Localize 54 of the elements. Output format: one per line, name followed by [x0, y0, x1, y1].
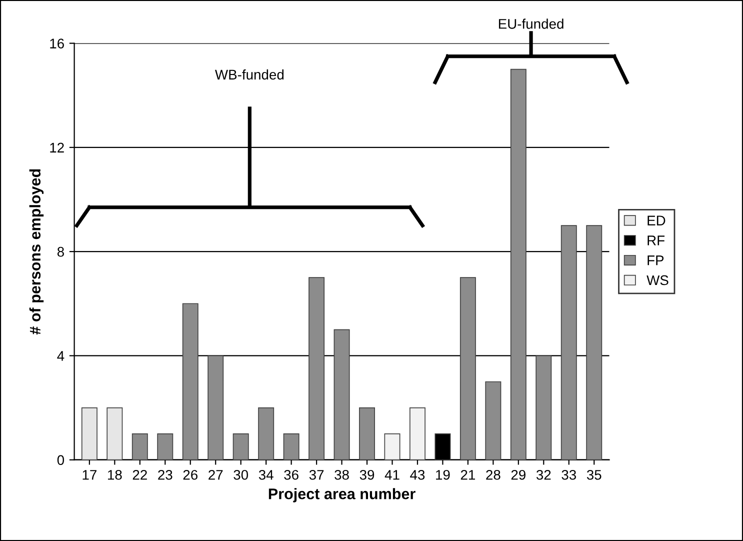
x-tick-label: 17: [82, 470, 96, 480]
bar: [157, 433, 174, 460]
bar: [409, 407, 426, 460]
x-tick-label: 28: [486, 470, 500, 480]
x-tick-label: 18: [108, 470, 122, 480]
bar: [132, 433, 148, 460]
bar: [460, 277, 476, 460]
legend-label: FP: [648, 256, 664, 266]
x-tick-label: 34: [258, 470, 274, 480]
bar: [258, 407, 274, 460]
x-tick-label: 21: [460, 470, 475, 480]
x-axis-title: Project area number: [268, 488, 416, 502]
bar: [334, 329, 350, 460]
y-tick-label: 12: [50, 142, 64, 152]
x-tick-label: 22: [132, 470, 147, 480]
bar: [208, 355, 224, 460]
x-tick-label: 33: [562, 470, 576, 480]
x-tick-label: 38: [334, 470, 349, 480]
legend-label: ED: [648, 216, 666, 226]
bar: [359, 407, 376, 460]
legend-label: WS: [646, 275, 668, 286]
bar: [510, 68, 526, 460]
legend-label: RF: [648, 236, 665, 246]
y-axis-title: # of persons employed: [29, 169, 44, 334]
y-tick-label: 16: [50, 38, 64, 48]
bar: [308, 277, 325, 460]
bar: [586, 225, 602, 460]
bar: [384, 433, 400, 460]
x-tick-label: 26: [183, 470, 198, 480]
x-tick-label: 39: [360, 470, 374, 480]
annotation: WB-funded: [215, 69, 284, 80]
x-tick-label: 29: [511, 470, 526, 480]
bar: [182, 303, 198, 460]
x-tick-label: 30: [234, 470, 248, 480]
x-tick-label: 19: [436, 470, 450, 480]
x-tick-label: 37: [309, 470, 324, 480]
x-tick-label: 35: [586, 470, 602, 480]
bar: [283, 433, 300, 460]
y-tick-label: 0: [57, 455, 64, 466]
text: EU-funded: [498, 18, 564, 29]
bar: [81, 407, 98, 460]
bar: [560, 225, 577, 460]
bar: [485, 381, 502, 460]
x-tick-label: 43: [410, 470, 425, 480]
bar: [232, 433, 249, 460]
x-tick-label: 23: [158, 470, 172, 480]
x-tick-label: 27: [208, 470, 223, 480]
bar: [106, 407, 123, 460]
y-tick-label: 8: [57, 246, 64, 257]
x-tick-label: 32: [536, 470, 551, 480]
x-tick-label: 36: [284, 470, 298, 480]
x-tick-label: 41: [384, 470, 400, 480]
y-tick-label: 4: [57, 351, 64, 361]
bar: [536, 355, 552, 460]
